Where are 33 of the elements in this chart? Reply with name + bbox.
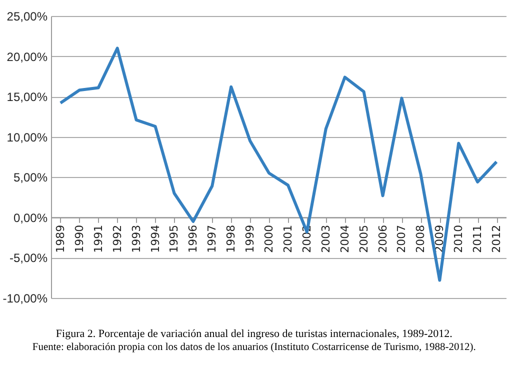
y-tick-label: -5,00%: [9, 251, 48, 266]
y-tick-label: 10,00%: [6, 130, 48, 144]
x-tick-label: 1994: [148, 224, 162, 253]
x-tick-label: 2007: [395, 224, 408, 253]
x-tick-label: 1992: [110, 224, 124, 253]
x-tick-label: 2001: [281, 224, 294, 253]
y-tick-label: 25,00%: [6, 10, 48, 24]
x-tick-label: 1999: [244, 224, 257, 253]
x-tick-label: 1993: [130, 224, 143, 253]
x-tick-label: 2003: [319, 224, 332, 253]
y-tick-label: 0,00%: [13, 210, 48, 225]
y-tick-label: -10,00%: [2, 292, 48, 306]
x-tick-label: 2000: [262, 224, 276, 253]
x-tick-label: 1991: [92, 224, 105, 253]
x-tick-label: 2009: [433, 224, 446, 253]
x-tick-label: 1998: [224, 224, 238, 253]
x-tick-label: 1989: [54, 224, 67, 253]
x-tick-label: 1996: [186, 224, 200, 253]
x-tick-label: 2005: [357, 224, 370, 253]
y-tick-label: 5,00%: [13, 170, 48, 185]
x-tick-label: 2010: [452, 224, 466, 253]
y-tick-label: 15,00%: [6, 90, 48, 104]
x-tick-label: 1995: [168, 224, 181, 253]
x-tick-label: 1990: [72, 224, 86, 253]
y-tick-label: 20,00%: [6, 50, 48, 64]
x-tick-label: 2006: [376, 224, 390, 253]
source-note: Fuente: elaboración propia con los datos de los anuarios (Instituto Costarricense de Turismo, 1988-2012).: [32, 342, 476, 353]
x-tick-label: 1997: [206, 224, 219, 253]
x-tick-label: 2012: [490, 224, 504, 253]
x-tick-label: 2008: [414, 224, 428, 253]
text: Figura 2. Porcentaje de variación anual del ingreso de turistas internacionales, 1989-2012.: [56, 328, 453, 340]
x-tick-label: 2011: [471, 224, 484, 253]
x-tick-label: 2004: [338, 224, 352, 253]
